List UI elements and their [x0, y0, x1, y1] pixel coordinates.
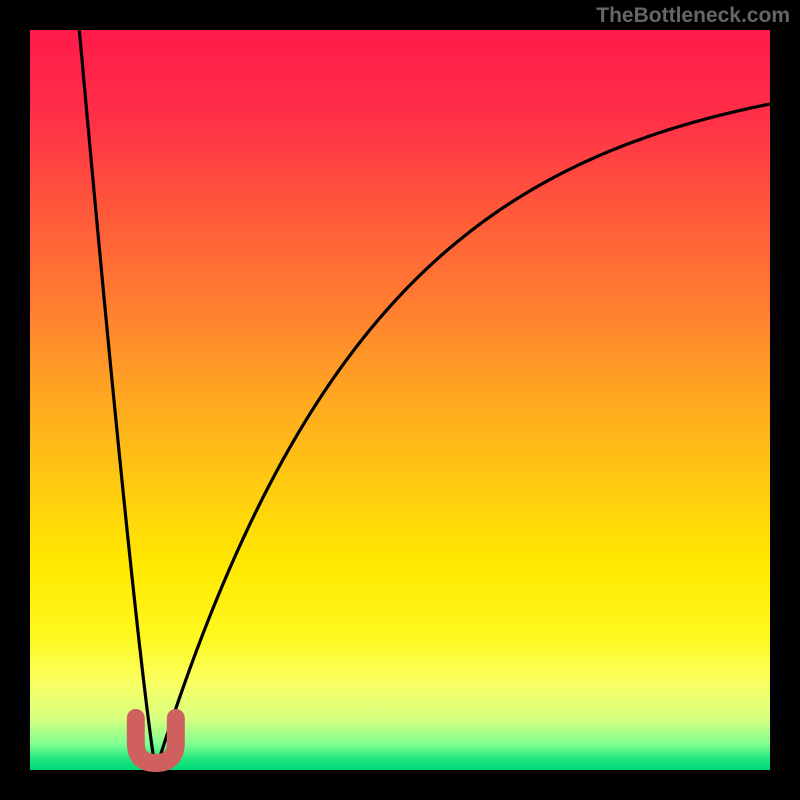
chart-canvas [0, 0, 800, 800]
border-bottom [0, 770, 800, 800]
border-right [770, 0, 800, 800]
border-left [0, 0, 30, 800]
watermark-text: TheBottleneck.com [596, 4, 790, 28]
bottleneck-chart: TheBottleneck.com [0, 0, 800, 800]
